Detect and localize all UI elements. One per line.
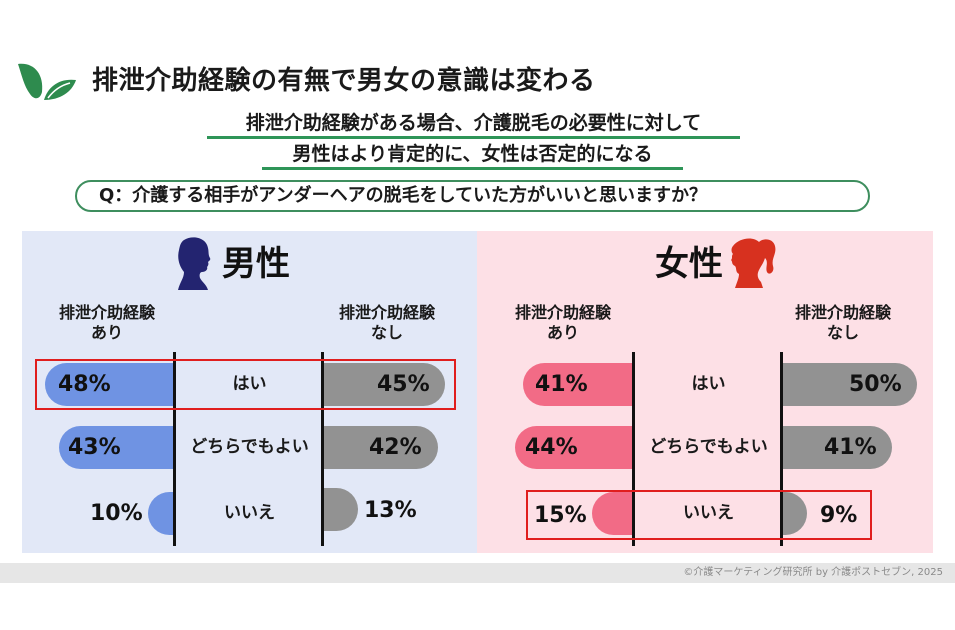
leaf-icon bbox=[18, 63, 76, 100]
male-head-silhouette-icon bbox=[178, 237, 211, 290]
copyright-credit: ©介護マーケティング研究所 by 介護ポストセブン, 2025 bbox=[683, 567, 943, 578]
female-head-silhouette-icon bbox=[731, 238, 776, 288]
male-col-without-experience: 排泄介助経験 なし bbox=[317, 303, 457, 343]
male-label: 男性 bbox=[222, 244, 290, 284]
col-label-line1: 排泄介助経験 bbox=[794, 303, 891, 322]
col-label-line2: なし bbox=[826, 323, 859, 342]
female-neutral-without-exp-bar bbox=[783, 426, 892, 469]
male-yes-category: はい bbox=[232, 374, 267, 394]
female-yes-with-exp-value: 41% bbox=[535, 372, 588, 397]
female-no-with-exp-value: 15% bbox=[534, 503, 587, 528]
subtitle-line-1: 排泄介助経験がある場合、介護脱毛の必要性に対して bbox=[207, 108, 740, 139]
col-label-line1: 排泄介助経験 bbox=[58, 303, 155, 322]
female-divider-left bbox=[632, 352, 635, 546]
col-label-line2: あり bbox=[546, 323, 579, 342]
male-neutral-with-exp-value: 43% bbox=[68, 435, 121, 460]
male-divider-right bbox=[321, 352, 324, 546]
female-no-category: いいえ bbox=[683, 503, 734, 523]
col-label-line1: 排泄介助経験 bbox=[514, 303, 611, 322]
female-yes-without-exp-value: 50% bbox=[849, 372, 902, 397]
female-neutral-with-exp-bar bbox=[515, 426, 634, 469]
male-no-with-exp-bar bbox=[148, 492, 175, 535]
male-divider-left bbox=[173, 352, 176, 546]
female-no-highlight-box bbox=[526, 490, 872, 540]
male-no-without-exp-bar bbox=[324, 488, 358, 531]
female-yes-category: はい bbox=[691, 374, 726, 394]
female-label: 女性 bbox=[655, 244, 723, 284]
male-neutral-category: どちらでもよい bbox=[190, 437, 309, 457]
female-no-with-exp-bar bbox=[592, 492, 634, 535]
subtitle-line-2: 男性はより肯定的に、女性は否定的になる bbox=[262, 139, 683, 170]
male-neutral-without-exp-value: 42% bbox=[369, 435, 422, 460]
male-no-category: いいえ bbox=[224, 503, 275, 523]
female-col-without-experience: 排泄介助経験 なし bbox=[773, 303, 913, 343]
male-yes-without-exp-bar bbox=[324, 363, 445, 406]
male-no-with-exp-value: 10% bbox=[90, 501, 143, 526]
male-yes-highlight-box bbox=[35, 359, 456, 410]
male-no-without-exp-value: 13% bbox=[364, 498, 417, 523]
male-yes-with-exp-value: 48% bbox=[58, 372, 111, 397]
page-title: 排泄介助経験の有無で男女の意識は変わる bbox=[92, 66, 596, 96]
male-neutral-without-exp-bar bbox=[324, 426, 438, 469]
male-col-with-experience: 排泄介助経験 あり bbox=[37, 303, 177, 343]
female-neutral-with-exp-value: 44% bbox=[525, 435, 578, 460]
male-yes-without-exp-value: 45% bbox=[377, 372, 430, 397]
female-no-without-exp-value: 9% bbox=[820, 503, 858, 528]
female-yes-without-exp-bar bbox=[783, 363, 917, 406]
female-neutral-category: どちらでもよい bbox=[649, 437, 768, 457]
col-label-line1: 排泄介助経験 bbox=[338, 303, 435, 322]
female-col-with-experience: 排泄介助経験 あり bbox=[493, 303, 633, 343]
male-yes-with-exp-bar bbox=[45, 363, 175, 406]
male-neutral-with-exp-bar bbox=[59, 426, 175, 469]
female-neutral-without-exp-value: 41% bbox=[824, 435, 877, 460]
footer-bar bbox=[0, 563, 955, 583]
female-yes-with-exp-bar bbox=[523, 363, 634, 406]
female-divider-right bbox=[780, 352, 783, 546]
question-box: Q：介護する相手がアンダーヘアの脱毛をしていた方がいいと思いますか？ bbox=[75, 180, 870, 212]
col-label-line2: なし bbox=[370, 323, 403, 342]
col-label-line2: あり bbox=[90, 323, 123, 342]
